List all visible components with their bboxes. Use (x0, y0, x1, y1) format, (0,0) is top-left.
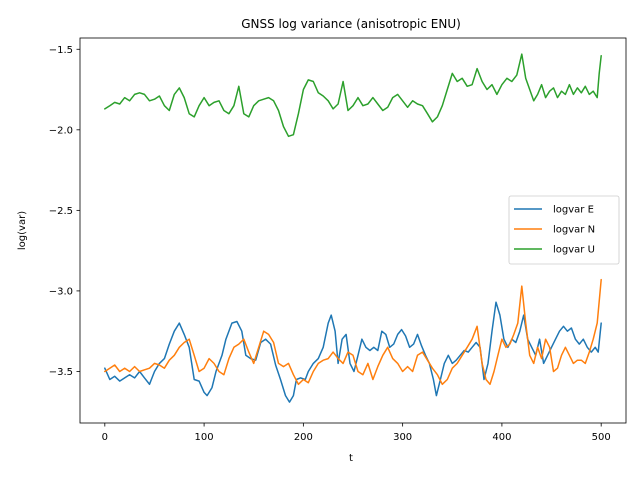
y-tick-label: −2.0 (49, 125, 73, 136)
x-axis-label: t (349, 453, 353, 464)
axes-frame (79, 37, 627, 424)
legend-label-2: logvar U (553, 245, 595, 256)
x-tick-label: 500 (592, 432, 611, 443)
y-axis-label: log(var) (17, 211, 28, 250)
x-tick-label: 400 (492, 432, 511, 443)
series-line-1 (104, 278, 602, 386)
x-tick-label: 100 (195, 432, 214, 443)
legend-label-1: logvar N (553, 225, 595, 236)
x-tick-label: 200 (294, 432, 313, 443)
y-axis-ticks: −3.5 −3.0 −2.5 −2.0 −1.5 (49, 45, 80, 378)
series-line-2 (104, 53, 602, 138)
legend-label-0: logvar E (553, 205, 594, 216)
x-tick-label: 0 (102, 432, 108, 443)
x-tick-label: 300 (393, 432, 412, 443)
legend-box (508, 195, 620, 265)
y-tick-label: −1.5 (49, 45, 73, 56)
plot-area (79, 37, 627, 424)
chart-title: GNSS log variance (anisotropic ENU) (241, 17, 461, 31)
y-tick-label: −3.0 (49, 286, 73, 297)
series-layer (104, 53, 602, 403)
legend: logvar E logvar N logvar U (508, 195, 620, 265)
y-tick-label: −2.5 (49, 206, 73, 217)
y-tick-label: −3.5 (49, 367, 73, 378)
x-axis-ticks: 0 100 200 300 400 500 (102, 423, 611, 443)
